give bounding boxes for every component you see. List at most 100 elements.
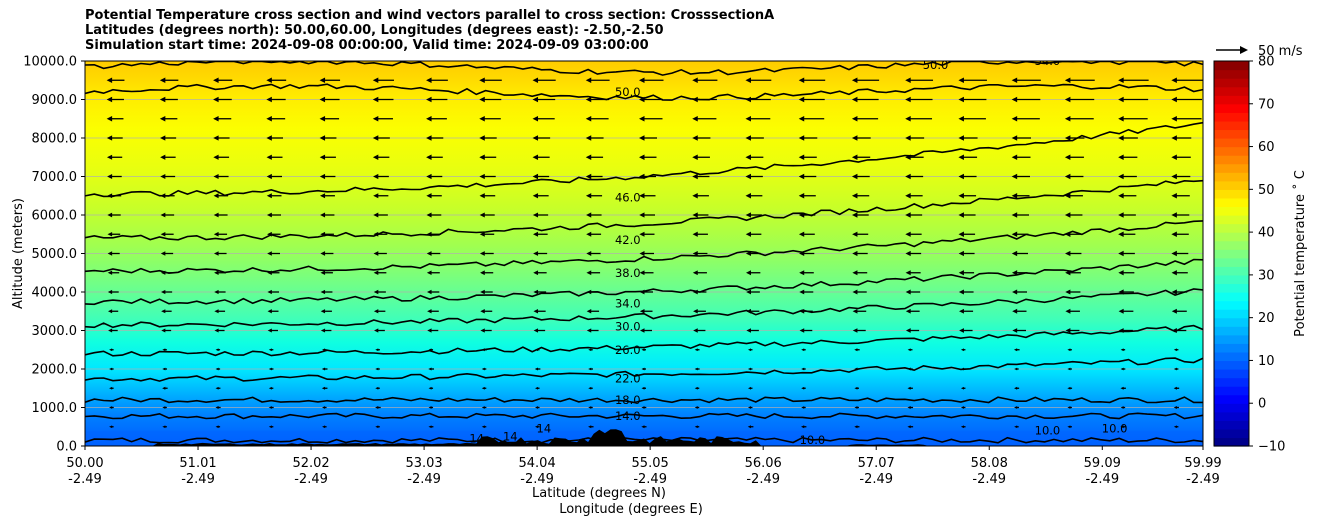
wind-arrow-head bbox=[1171, 212, 1177, 218]
colorbar-segment bbox=[1214, 120, 1249, 131]
wind-arrow-head bbox=[479, 251, 485, 256]
wind-arrow-head bbox=[1118, 308, 1124, 314]
contour-label: 10.0 bbox=[800, 433, 826, 447]
wind-arrow-head bbox=[801, 367, 805, 371]
colorbar-segment bbox=[1214, 206, 1249, 216]
contour-label: 14.0 bbox=[615, 409, 641, 423]
wind-arrow-head bbox=[1067, 425, 1071, 429]
wind-arrow-head bbox=[958, 193, 964, 199]
wind-arrow-head bbox=[958, 116, 964, 122]
colorbar-segment bbox=[1214, 129, 1249, 139]
wind-arrow-head bbox=[798, 193, 805, 199]
wind-arrow-head bbox=[215, 406, 219, 409]
colorbar-segment bbox=[1214, 138, 1249, 148]
wind-arrow-head bbox=[373, 270, 379, 276]
wind-arrow-head bbox=[641, 406, 645, 409]
wind-arrow-head bbox=[905, 116, 911, 122]
wind-arrow-head bbox=[267, 289, 272, 295]
wind-arrow-head bbox=[1173, 425, 1177, 429]
wind-arrow-head bbox=[428, 386, 432, 390]
wind-arrow-head bbox=[905, 135, 911, 141]
wind-arrow-head bbox=[639, 193, 645, 199]
wind-arrow-head bbox=[958, 289, 964, 295]
wind-arrow-head bbox=[1014, 406, 1018, 409]
wind-arrow-head bbox=[426, 193, 432, 199]
wind-arrow-head bbox=[692, 250, 698, 257]
wind-arrow-head bbox=[162, 386, 166, 390]
wind-arrow-head bbox=[266, 77, 272, 83]
wind-arrow-head bbox=[746, 289, 751, 295]
wind-arrow-head bbox=[694, 367, 698, 371]
wind-arrow-head bbox=[1171, 250, 1177, 257]
wind-arrow-head bbox=[905, 173, 911, 180]
colorbar-segment bbox=[1214, 95, 1249, 105]
wind-arrow-head bbox=[374, 328, 379, 333]
wind-arrow-head bbox=[375, 348, 379, 352]
wind-arrow-head bbox=[1011, 154, 1018, 160]
wind-arrow-head bbox=[798, 154, 805, 160]
x-tick-label-lon: -2.49 bbox=[1085, 472, 1119, 487]
wind-arrow-head bbox=[160, 251, 166, 256]
wind-arrow-head bbox=[533, 309, 539, 314]
wind-arrow-head bbox=[639, 77, 645, 83]
contour-label: 14 bbox=[469, 431, 484, 445]
wind-arrow-head bbox=[319, 77, 326, 83]
wind-arrow-head bbox=[162, 406, 166, 409]
wind-arrow-head bbox=[1013, 348, 1018, 352]
wind-arrow-head bbox=[958, 231, 964, 237]
wind-arrow-head bbox=[585, 96, 592, 103]
wind-arrow-head bbox=[373, 193, 379, 199]
wind-arrow-head bbox=[109, 386, 113, 390]
x-tick-label-lat: 59.99 bbox=[1184, 456, 1221, 471]
y-axis-label: Altitude (meters) bbox=[11, 198, 26, 309]
wind-arrow-head bbox=[266, 193, 272, 199]
wind-arrow-head bbox=[320, 251, 326, 256]
wind-arrow-head bbox=[1120, 367, 1124, 371]
wind-arrow-head bbox=[641, 367, 645, 371]
wind-arrow-head bbox=[109, 425, 113, 429]
contour-line bbox=[85, 179, 1203, 241]
y-tick-label: 4000.0 bbox=[32, 286, 78, 301]
wind-arrow-head bbox=[1120, 425, 1124, 429]
wind-arrow-head bbox=[798, 116, 805, 122]
x-tick-label-lat: 50.00 bbox=[66, 456, 103, 471]
colorbar-tick-label: 20 bbox=[1258, 311, 1275, 326]
wind-arrow-head bbox=[107, 174, 113, 179]
wind-arrow-head bbox=[108, 328, 113, 333]
wind-arrow-head bbox=[585, 154, 592, 160]
wind-arrow-head bbox=[588, 425, 592, 429]
wind-arrow-head bbox=[1011, 250, 1018, 257]
wind-arrow-head bbox=[214, 289, 219, 295]
wind-arrow-head bbox=[1011, 270, 1018, 276]
wind-arrow-head bbox=[426, 116, 432, 122]
wind-arrow-head bbox=[426, 251, 432, 256]
wind-arrow-head bbox=[1011, 135, 1018, 141]
wind-arrow-head bbox=[1067, 386, 1071, 390]
colorbar-segment bbox=[1214, 351, 1249, 362]
wind-arrow-head bbox=[1012, 308, 1018, 314]
wind-arrow-head bbox=[588, 348, 592, 352]
wind-arrow-head bbox=[692, 193, 698, 199]
wind-arrow-head bbox=[854, 425, 858, 429]
wind-arrow-head bbox=[109, 367, 113, 371]
wind-arrow-head bbox=[268, 406, 272, 409]
wind-arrow-head bbox=[1064, 193, 1071, 199]
wind-arrow-head bbox=[107, 289, 113, 295]
wind-arrow-head bbox=[267, 309, 272, 314]
wind-arrow-head bbox=[266, 212, 272, 218]
wind-arrow-head bbox=[107, 270, 113, 275]
wind-arrow-head bbox=[799, 328, 805, 333]
wind-arrow-head bbox=[268, 386, 272, 390]
wind-arrow-head bbox=[798, 231, 805, 237]
wind-arrow-head bbox=[107, 231, 113, 237]
wind-arrow-head bbox=[747, 367, 751, 371]
x-tick-label-lat: 54.04 bbox=[519, 456, 556, 471]
wind-arrow-head bbox=[214, 309, 219, 314]
colorbar-segment bbox=[1214, 403, 1249, 413]
wind-arrow-head bbox=[1171, 77, 1177, 83]
wind-arrow-head bbox=[320, 212, 326, 218]
wind-arrow-head bbox=[746, 270, 751, 276]
wind-arrow-head bbox=[852, 289, 858, 295]
wind-arrow-head bbox=[266, 154, 272, 160]
contour-line bbox=[85, 357, 1203, 382]
